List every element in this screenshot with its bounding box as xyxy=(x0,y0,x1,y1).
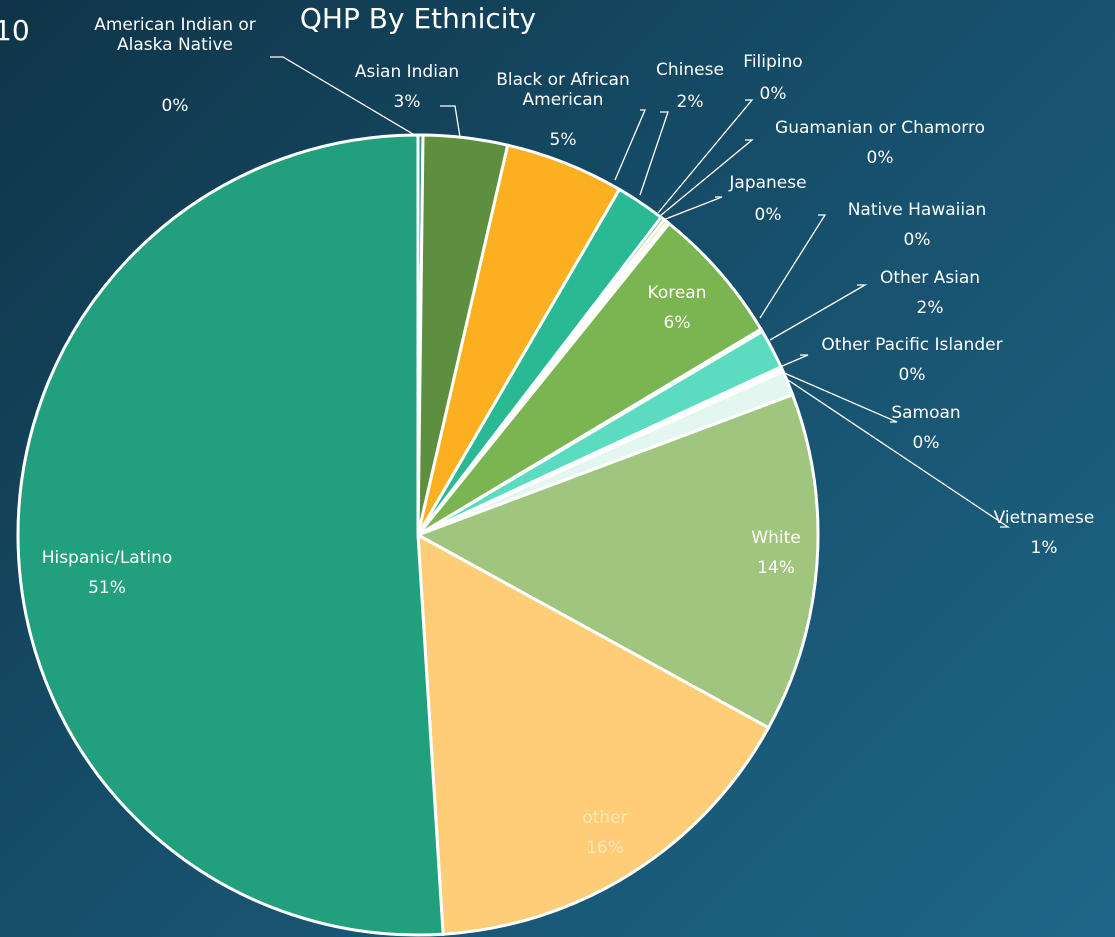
value-label: 3% xyxy=(393,92,421,112)
category-label: Chinese xyxy=(656,60,724,80)
value-label: 6% xyxy=(663,313,691,333)
leader-line xyxy=(659,139,754,217)
category-label: Samoan xyxy=(891,403,961,423)
leader-line xyxy=(614,109,646,181)
value-label: 2% xyxy=(676,92,704,112)
category-label: Native Hawaiian xyxy=(847,200,987,220)
value-label: 5% xyxy=(549,130,577,150)
category-label: Other Pacific Islander xyxy=(821,335,1003,355)
value-label: 0% xyxy=(754,205,782,225)
pie-slice xyxy=(416,532,771,936)
leader-line xyxy=(440,105,461,138)
category-label: other xyxy=(582,808,628,828)
value-label: 0% xyxy=(866,148,894,168)
leader-line xyxy=(769,284,868,341)
category-label: Korean xyxy=(647,283,707,303)
leader-line xyxy=(270,56,419,138)
value-label: 0% xyxy=(912,433,940,453)
category-label: Other Asian xyxy=(879,268,981,288)
leader-line xyxy=(784,377,1011,528)
value-label: 1% xyxy=(1030,538,1058,558)
category-label: Asian Indian xyxy=(354,62,460,82)
category-label: Filipino xyxy=(743,52,803,72)
leader-line xyxy=(781,371,898,423)
leader-line xyxy=(779,354,809,368)
value-label: 0% xyxy=(903,230,931,250)
leader-line xyxy=(657,99,754,214)
pie-slice xyxy=(416,221,764,537)
category-label: Vietnamese xyxy=(993,508,1095,528)
category-label: American Indian or Alaska Native xyxy=(94,15,256,55)
value-label: 16% xyxy=(586,838,624,858)
value-label: 0% xyxy=(161,96,189,116)
category-label: Japanese xyxy=(729,173,807,193)
value-label: 2% xyxy=(916,298,944,318)
pie-slice xyxy=(414,392,820,730)
value-label: 0% xyxy=(898,365,926,385)
leader-line xyxy=(662,196,723,221)
chart-title: QHP By Ethnicity xyxy=(299,2,537,35)
side-text: 10 xyxy=(0,14,30,47)
value-label: 0% xyxy=(759,84,787,104)
category-label: Hispanic/Latino xyxy=(41,548,173,568)
leader-line xyxy=(639,111,669,196)
value-label: 14% xyxy=(757,558,795,578)
category-label: White xyxy=(751,528,801,548)
leader-line xyxy=(759,214,827,319)
category-label: Black or African American xyxy=(496,70,630,110)
category-label: Guamanian or Chamorro xyxy=(775,118,985,138)
value-label: 51% xyxy=(88,578,126,598)
pie-slice xyxy=(16,133,445,937)
